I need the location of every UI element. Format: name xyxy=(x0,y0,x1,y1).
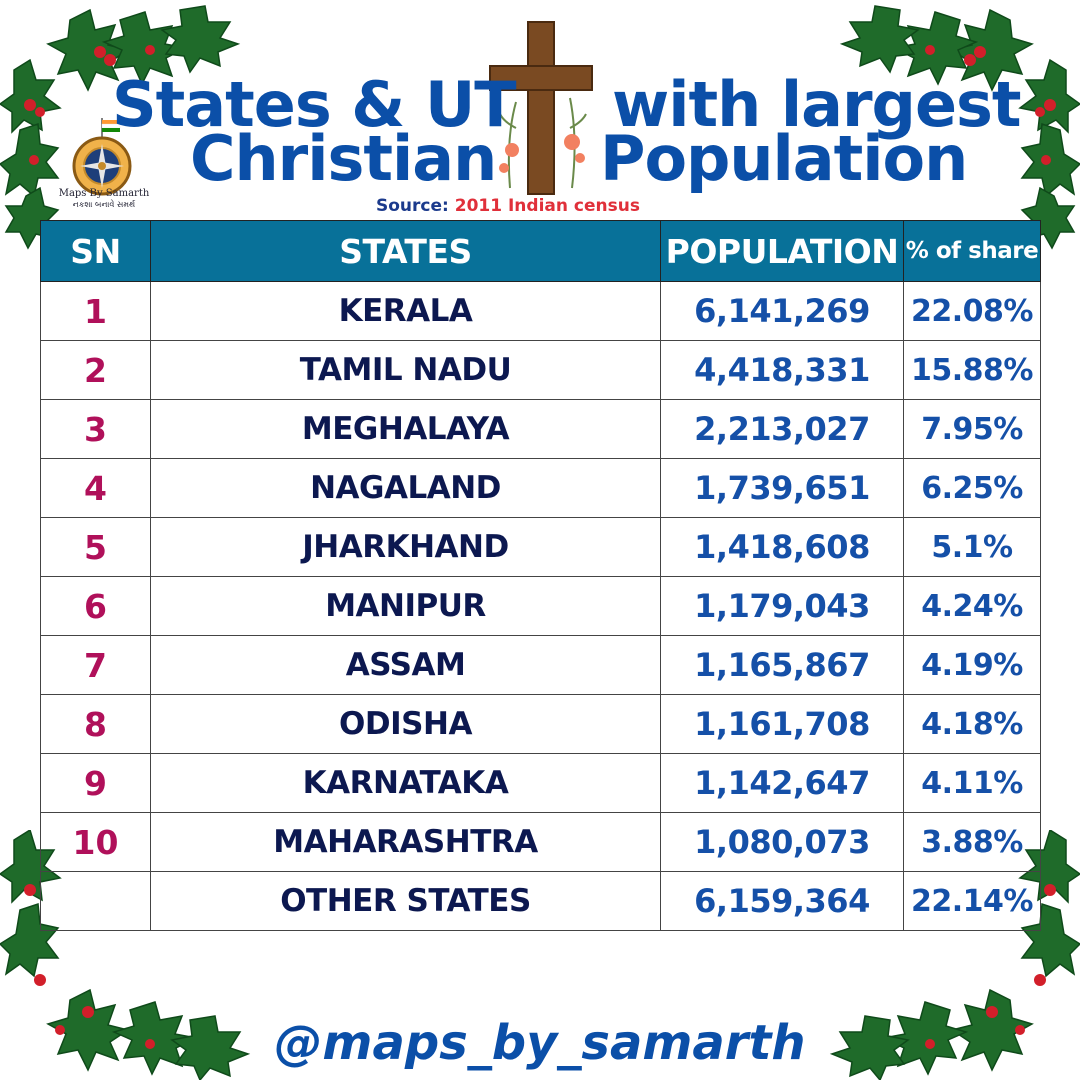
row-share: 4.24% xyxy=(903,576,1041,636)
row-sn: 9 xyxy=(40,753,151,813)
table-row: 1 KERALA 6,141,269 22.08% xyxy=(40,281,1041,341)
table-row: 10 MAHARASHTRA 1,080,073 3.88% xyxy=(40,812,1041,872)
row-population: 1,418,608 xyxy=(660,517,904,577)
row-population: 1,739,651 xyxy=(660,458,904,518)
row-population: 1,161,708 xyxy=(660,694,904,754)
table-header-row: SN STATES POPULATION % of share xyxy=(40,220,1041,282)
row-population: 4,418,331 xyxy=(660,340,904,400)
row-share: 3.88% xyxy=(903,812,1041,872)
row-share: 15.88% xyxy=(903,340,1041,400)
holly-icon xyxy=(0,5,241,250)
row-state: TAMIL NADU xyxy=(150,340,661,400)
row-population: 1,080,073 xyxy=(660,812,904,872)
cross-icon xyxy=(489,21,593,195)
population-table: SN STATES POPULATION % of share 1 KERALA 6… xyxy=(40,220,1041,931)
header-states: STATES xyxy=(150,220,661,282)
title-line2-left: Christian xyxy=(190,122,497,195)
row-share: 4.11% xyxy=(903,753,1041,813)
table-row: 6 MANIPUR 1,179,043 4.24% xyxy=(40,576,1041,636)
table-row: 7 ASSAM 1,165,867 4.19% xyxy=(40,635,1041,695)
table-row: 8 ODISHA 1,161,708 4.18% xyxy=(40,694,1041,754)
source-value: 2011 Indian census xyxy=(454,196,640,216)
row-state: MEGHALAYA xyxy=(150,399,661,459)
source-label: Source: xyxy=(376,196,449,216)
row-share: 5.1% xyxy=(903,517,1041,577)
row-state: MANIPUR xyxy=(150,576,661,636)
logo-subtitle: નકશા બનાવે સમર્થ xyxy=(72,200,136,209)
title-line1-left: States & UT xyxy=(112,68,517,141)
row-state: ASSAM xyxy=(150,635,661,695)
header-share: % of share xyxy=(903,220,1041,282)
title-line1-right: with largest xyxy=(612,68,1022,141)
row-state: MAHARASHTRA xyxy=(150,812,661,872)
row-sn: 10 xyxy=(40,812,151,872)
row-sn: 3 xyxy=(40,399,151,459)
table-row: 9 KARNATAKA 1,142,647 4.11% xyxy=(40,753,1041,813)
row-population: 1,179,043 xyxy=(660,576,904,636)
row-population: 1,165,867 xyxy=(660,635,904,695)
row-share: 6.25% xyxy=(903,458,1041,518)
row-sn: 4 xyxy=(40,458,151,518)
row-sn: 8 xyxy=(40,694,151,754)
row-state: NAGALAND xyxy=(150,458,661,518)
header-sn: SN xyxy=(40,220,151,282)
row-population: 6,159,364 xyxy=(660,871,904,931)
india-flag-icon xyxy=(101,118,121,140)
row-sn xyxy=(40,871,151,931)
source-line: Source: 2011 Indian census xyxy=(376,196,640,216)
row-share: 4.18% xyxy=(903,694,1041,754)
footer-handle: @maps_by_samarth xyxy=(274,1015,806,1071)
row-share: 7.95% xyxy=(903,399,1041,459)
row-sn: 1 xyxy=(40,281,151,341)
table-row: 2 TAMIL NADU 4,418,331 15.88% xyxy=(40,340,1041,400)
row-population: 2,213,027 xyxy=(660,399,904,459)
compass-logo-icon xyxy=(72,118,132,196)
header-population: POPULATION xyxy=(660,220,904,282)
logo-name: Maps By Samarth xyxy=(58,188,150,199)
row-population: 6,141,269 xyxy=(660,281,904,341)
title-line2-right: Population xyxy=(600,122,968,195)
row-sn: 2 xyxy=(40,340,151,400)
row-sn: 6 xyxy=(40,576,151,636)
table-row: 3 MEGHALAYA 2,213,027 7.95% xyxy=(40,399,1041,459)
row-state: OTHER STATES xyxy=(150,871,661,931)
row-share: 22.14% xyxy=(903,871,1041,931)
row-sn: 5 xyxy=(40,517,151,577)
row-population: 1,142,647 xyxy=(660,753,904,813)
table-row: 4 NAGALAND 1,739,651 6.25% xyxy=(40,458,1041,518)
row-state: ODISHA xyxy=(150,694,661,754)
row-share: 22.08% xyxy=(903,281,1041,341)
holly-icon xyxy=(829,830,1080,1080)
row-sn: 7 xyxy=(40,635,151,695)
row-state: KERALA xyxy=(150,281,661,341)
row-state: JHARKHAND xyxy=(150,517,661,577)
table-row: OTHER STATES 6,159,364 22.14% xyxy=(40,871,1041,931)
row-share: 4.19% xyxy=(903,635,1041,695)
holly-icon xyxy=(839,5,1080,250)
table-row: 5 JHARKHAND 1,418,608 5.1% xyxy=(40,517,1041,577)
row-state: KARNATAKA xyxy=(150,753,661,813)
